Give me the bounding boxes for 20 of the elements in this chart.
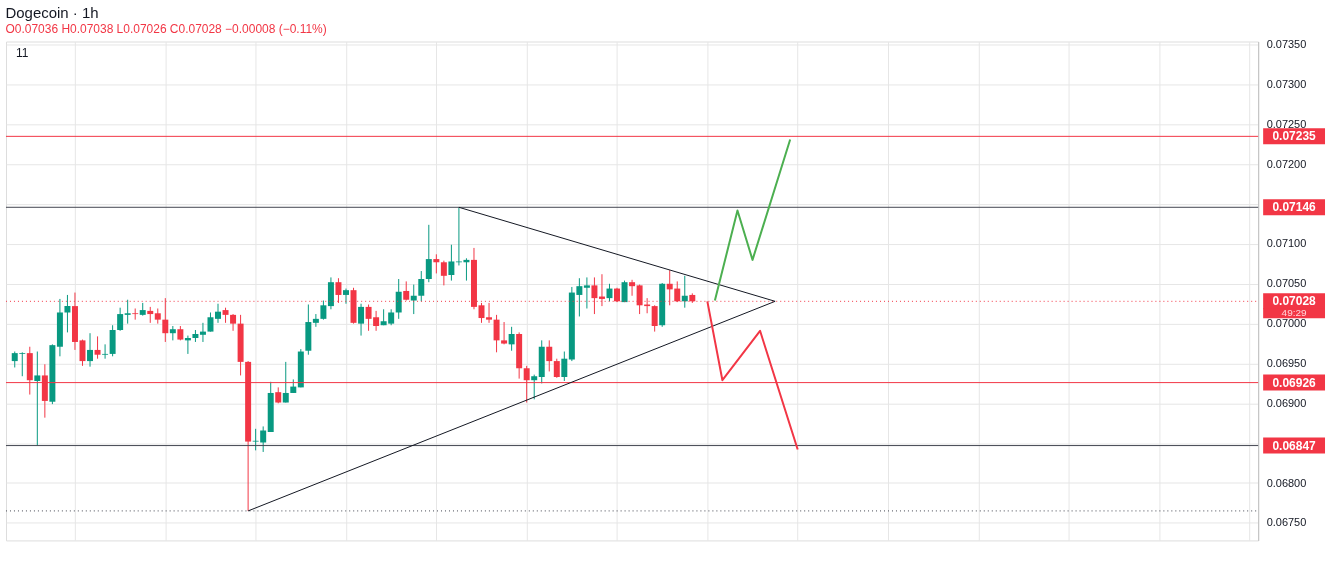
- ref-line-label: 0.06847: [1272, 438, 1317, 453]
- annotation: 11: [15, 46, 29, 61]
- y-tick-label: 0.06950: [1266, 356, 1307, 369]
- text: 49:29: [1281, 307, 1308, 319]
- ref-line-label: 0.07235: [1272, 129, 1317, 144]
- ref-line-label: 0.06926: [1272, 375, 1317, 390]
- y-tick-label: 0.07100: [1266, 237, 1307, 250]
- chart-subtitle: O0.07036 H0.07038 L0.07026 C0.07028 −0.00008 (−0.11%): [5, 21, 327, 36]
- y-tick-label: 0.06800: [1266, 476, 1307, 489]
- y-tick-label: 0.07250: [1266, 117, 1307, 130]
- y-tick-label: 0.07050: [1266, 277, 1307, 290]
- y-tick-label: 0.07350: [1266, 38, 1307, 51]
- y-tick-label: 0.06750: [1266, 516, 1307, 529]
- ref-line-label: 0.07146: [1272, 200, 1317, 215]
- chart-title: Dogecoin · 1h: [5, 3, 99, 21]
- ref-line-label: 0.07028: [1272, 294, 1317, 309]
- y-tick-label: 0.07300: [1266, 78, 1307, 91]
- y-tick-label: 0.06900: [1266, 396, 1307, 409]
- y-tick-label: 0.07200: [1266, 157, 1307, 170]
- y-tick-label: 0.07000: [1266, 317, 1307, 330]
